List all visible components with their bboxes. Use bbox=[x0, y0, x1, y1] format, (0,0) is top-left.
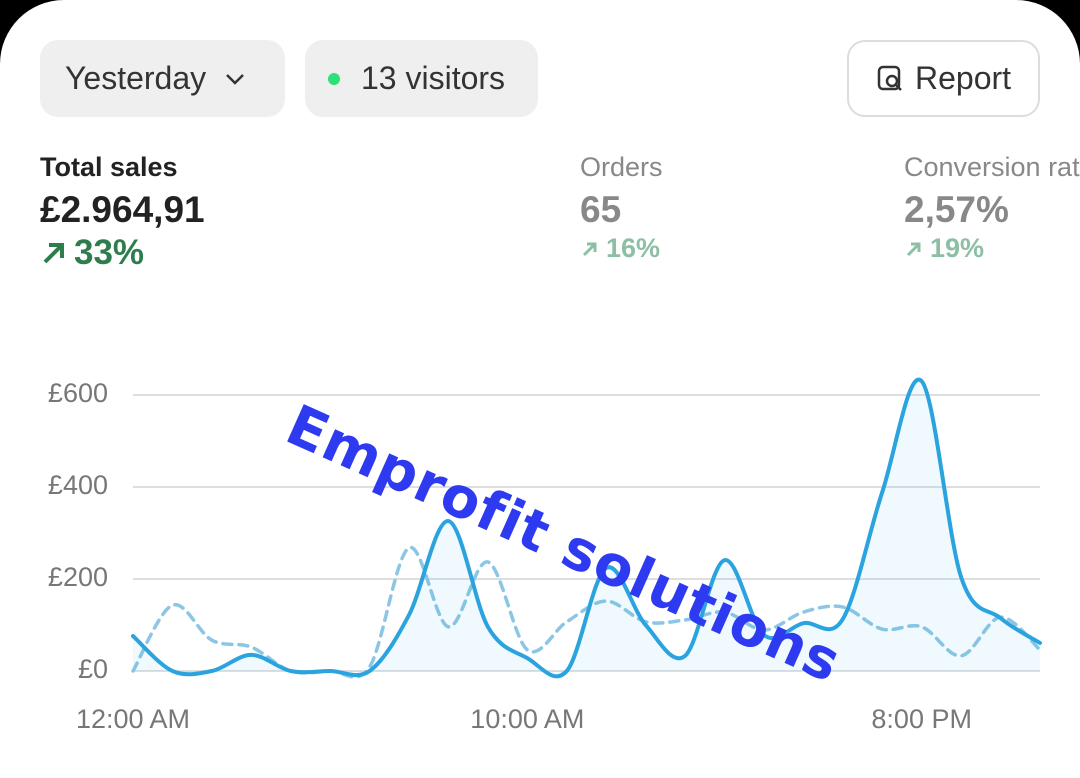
up-arrow bbox=[582, 242, 597, 256]
metric-label: Orders bbox=[580, 152, 663, 182]
report-icon bbox=[877, 65, 902, 91]
metric-value: 65 bbox=[580, 189, 622, 230]
line bbox=[131, 377, 1042, 679]
metric-change: 16% bbox=[580, 233, 663, 264]
metric-label: Total sales bbox=[40, 152, 178, 182]
up-arrow bbox=[43, 243, 64, 264]
x-tick-label: 10:00 AM bbox=[470, 704, 584, 734]
chevron-icon bbox=[226, 73, 245, 85]
visitors-label: 13 visitors bbox=[361, 60, 506, 96]
x-tick-label: 12:00 AM bbox=[76, 704, 190, 734]
metric-value: £2.964,91 bbox=[40, 189, 205, 230]
change-value: 16% bbox=[606, 233, 661, 263]
live-dot bbox=[328, 72, 340, 85]
metric[interactable]: Orders 65 16% bbox=[580, 152, 663, 264]
y-tick-label: £0 bbox=[78, 654, 108, 684]
change-value: 19% bbox=[930, 233, 985, 263]
y-tick-label: £400 bbox=[48, 470, 108, 500]
up-arrow bbox=[906, 242, 921, 256]
report-button[interactable]: Report bbox=[847, 40, 1040, 117]
x-tick-label: 8:00 PM bbox=[871, 704, 972, 734]
metric-change: 33% bbox=[40, 233, 205, 273]
date-button[interactable]: Yesterday bbox=[40, 40, 285, 117]
metric[interactable]: Conversion rate 2,57% 19% bbox=[904, 152, 1080, 264]
visitors-button[interactable]: 13 visitors bbox=[305, 40, 538, 117]
metric-change: 19% bbox=[904, 233, 1080, 264]
y-tick-label: £200 bbox=[48, 562, 108, 592]
line bbox=[131, 545, 1042, 679]
report-label: Report bbox=[915, 60, 1012, 96]
y-tick-label: £600 bbox=[48, 378, 108, 408]
metric-label: Conversion rate bbox=[904, 152, 1080, 182]
metric-value: 2,57% bbox=[904, 189, 1009, 230]
date-label: Yesterday bbox=[65, 60, 207, 96]
metric[interactable]: Total sales £2.964,91 33% bbox=[40, 152, 205, 273]
change-value: 33% bbox=[74, 233, 145, 272]
